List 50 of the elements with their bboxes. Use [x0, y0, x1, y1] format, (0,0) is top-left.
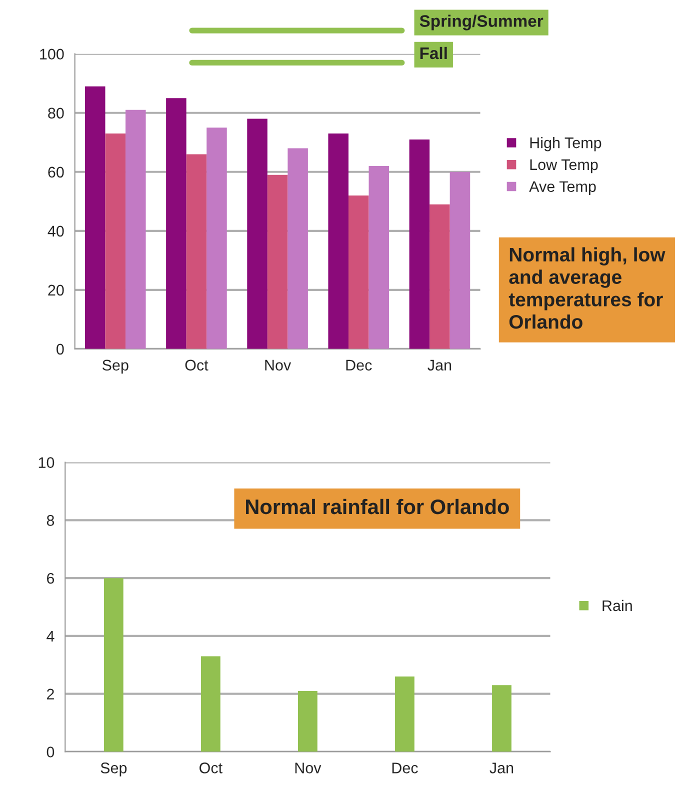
y-tick-label: 6 [47, 572, 54, 584]
bar [288, 148, 308, 349]
bar [267, 174, 288, 349]
bar [84, 86, 106, 349]
y-tick-label: 100 [40, 48, 64, 60]
y-tick-label: 40 [48, 226, 64, 237]
bar [298, 690, 318, 752]
y-tick-label: 80 [48, 108, 64, 119]
annotation: Fall [420, 46, 447, 60]
x-tick-label: Nov [295, 762, 322, 774]
y-tick-label: 2 [47, 688, 54, 700]
legend-label: High Temp [530, 136, 602, 152]
x-tick-label: Dec [346, 360, 372, 371]
y-tick-label: 8 [46, 515, 54, 526]
bar [348, 196, 369, 349]
bar [328, 134, 348, 349]
bar [368, 166, 390, 349]
text: Spring/Summer [420, 14, 544, 30]
x-tick-label: Sep [102, 360, 128, 374]
bar [104, 578, 124, 752]
x-tick-label: Oct [185, 360, 208, 371]
bar [450, 172, 470, 349]
bar [166, 98, 186, 349]
text: Normal high, low and average temperatures for Orlando [508, 247, 666, 329]
legend-label: Rain [602, 600, 632, 612]
text: Normal rainfall for Orlando [246, 498, 509, 514]
x-tick-label: Oct [200, 762, 222, 774]
x-tick-label: Sep [100, 762, 127, 776]
x-tick-label: Jan [428, 360, 452, 371]
bar [409, 139, 430, 349]
bar [200, 656, 220, 752]
legend-label: Ave Temp [529, 181, 596, 195]
bar [247, 118, 268, 349]
x-tick-label: Jan [490, 762, 514, 774]
bar [206, 128, 227, 349]
y-tick-label: 10 [38, 457, 54, 468]
y-tick-label: 20 [48, 284, 64, 296]
x-tick-label: Nov [265, 360, 292, 371]
bar [430, 204, 450, 349]
y-tick-label: 0 [46, 746, 54, 758]
bar [105, 134, 126, 349]
bar [126, 110, 146, 349]
y-tick-label: 4 [46, 630, 54, 642]
x-tick-label: Dec [392, 762, 418, 774]
bar [186, 154, 207, 349]
y-tick-label: 60 [48, 166, 64, 178]
bar [395, 676, 414, 752]
legend-label: Low Temp [530, 159, 598, 174]
y-tick-label: 0 [56, 344, 64, 355]
bar [492, 685, 512, 752]
